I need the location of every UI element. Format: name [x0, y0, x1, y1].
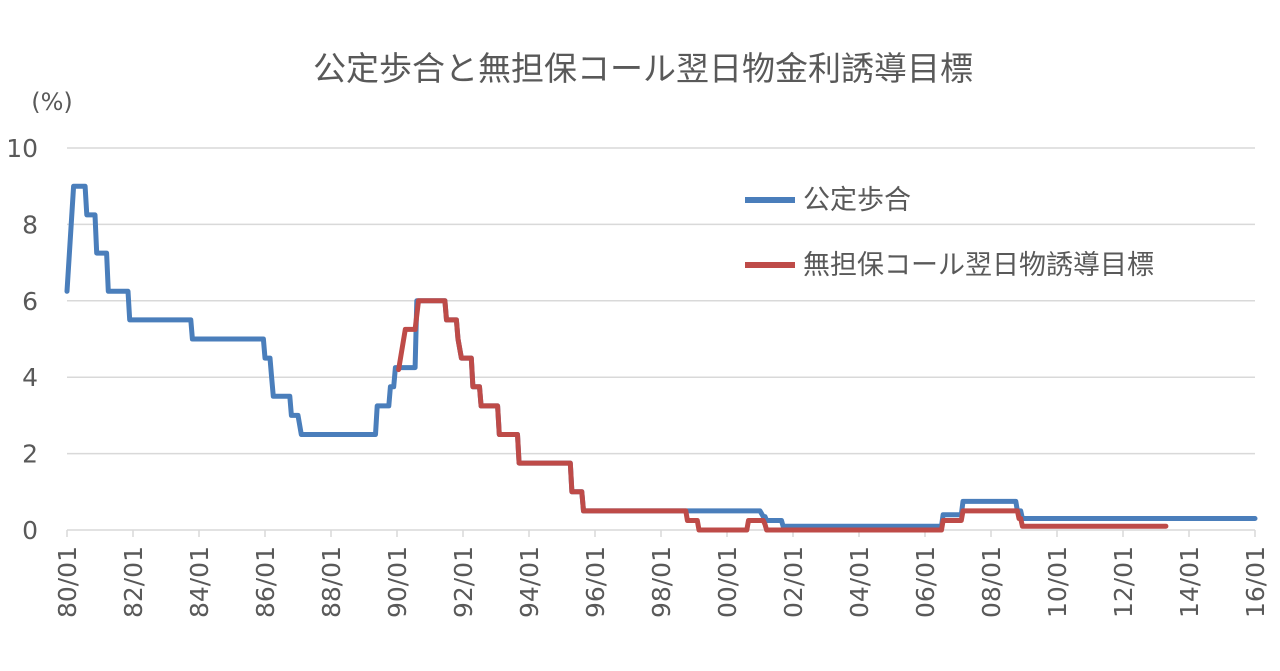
x-tick-label: 14/01 — [1175, 546, 1204, 618]
x-tick-label: 04/01 — [845, 546, 874, 618]
y-tick-label: 6 — [22, 287, 38, 316]
legend-label-1: 公定歩合 — [803, 185, 911, 216]
chart-title: 公定歩合と無担保コール翌日物金利誘導目標 — [313, 49, 973, 88]
x-tick-label: 86/01 — [251, 546, 280, 618]
series-line-1 — [64, 183, 1258, 529]
x-tick-label: 08/01 — [977, 546, 1006, 618]
y-tick-label: 4 — [22, 363, 38, 392]
grid — [67, 147, 1255, 455]
y-tick-label: 10 — [6, 134, 38, 163]
x-tick-label: 90/01 — [383, 546, 412, 618]
x-tick-label: 00/01 — [713, 546, 742, 618]
series-line-2 — [396, 298, 1169, 533]
x-tick-label: 84/01 — [185, 546, 214, 618]
y-unit-label: (%) — [31, 88, 73, 116]
x-tick-label: 92/01 — [449, 546, 478, 618]
x-tick-label: 10/01 — [1043, 546, 1072, 618]
x-tick-label: 82/01 — [119, 546, 148, 618]
x-tick-label: 98/01 — [647, 546, 676, 618]
x-tick-label: 02/01 — [779, 546, 808, 618]
y-tick-label: 2 — [22, 440, 38, 469]
y-tick-label: 0 — [22, 516, 38, 545]
x-tick-label: 94/01 — [515, 546, 544, 618]
series-layer — [64, 183, 1258, 533]
y-tick-label: 8 — [22, 210, 38, 239]
axes: 0 2 4 6 8 10 80/01 82/01 84/01 86/01 88/01 90/01 92/… — [6, 134, 1270, 618]
x-tick-label: 80/01 — [53, 546, 82, 618]
x-tick-label: 16/01 — [1241, 546, 1270, 618]
x-tick-label: 96/01 — [581, 546, 610, 618]
legend-label-2: 無担保コール翌日物誘導目標 — [803, 250, 1154, 281]
x-tick-label: 06/01 — [911, 546, 940, 618]
x-tick-label: 12/01 — [1109, 546, 1138, 618]
x-tick-label: 88/01 — [317, 546, 346, 618]
